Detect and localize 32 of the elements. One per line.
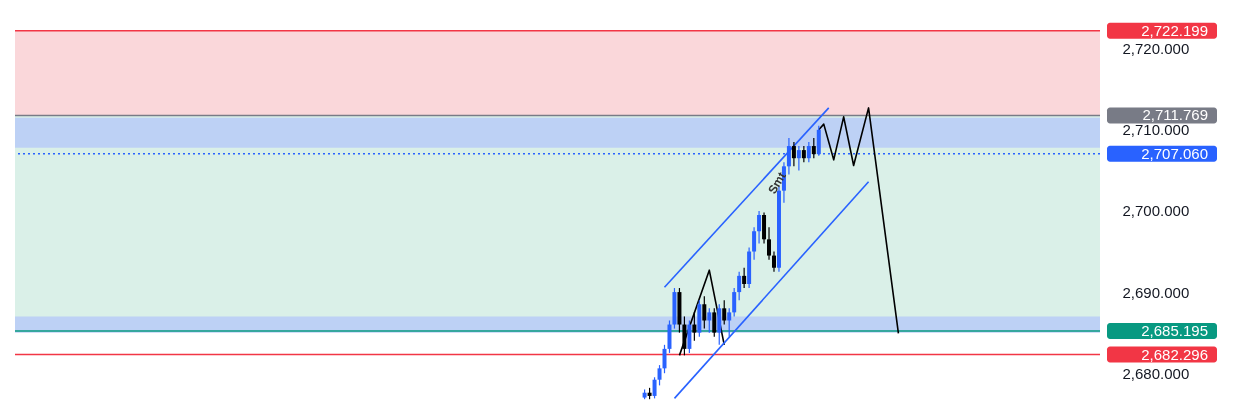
candlestick <box>727 307 732 338</box>
candlestick <box>757 210 762 245</box>
candlestick <box>811 137 816 159</box>
y-tick-label: 2,680.000 <box>1122 364 1190 382</box>
candlestick <box>791 141 796 167</box>
candlestick <box>722 299 727 326</box>
candlestick <box>742 267 747 289</box>
candlestick <box>662 344 667 374</box>
y-tick-label: 2,690.000 <box>1122 283 1190 301</box>
candlestick <box>712 307 717 338</box>
candlestick <box>702 295 707 330</box>
ref-line-label: 2,711.769 <box>1142 106 1208 124</box>
candlestick <box>692 311 697 342</box>
candlestick <box>732 287 737 318</box>
candlestick <box>652 376 657 399</box>
line-series <box>817 107 900 335</box>
candlestick <box>786 137 791 176</box>
candlestick <box>767 226 772 261</box>
ref-line-label: 2,707.060 <box>1141 144 1208 162</box>
ref-line-label: 2,685.195 <box>1141 322 1208 340</box>
y-tick-label: 2,700.000 <box>1122 202 1190 220</box>
candlestick <box>657 364 662 386</box>
candlestick <box>806 141 811 163</box>
y-tick-label: 2,710.000 <box>1122 121 1190 139</box>
candlestick <box>752 226 757 261</box>
candlestick <box>707 307 712 334</box>
y-tick-label: 2,720.000 <box>1122 40 1190 58</box>
ref-line-label: 2,682.296 <box>1141 345 1208 363</box>
ref-line-label: 2,722.199 <box>1141 21 1208 39</box>
candlestick <box>771 250 776 273</box>
candlestick <box>796 145 801 171</box>
candlestick <box>737 271 742 301</box>
